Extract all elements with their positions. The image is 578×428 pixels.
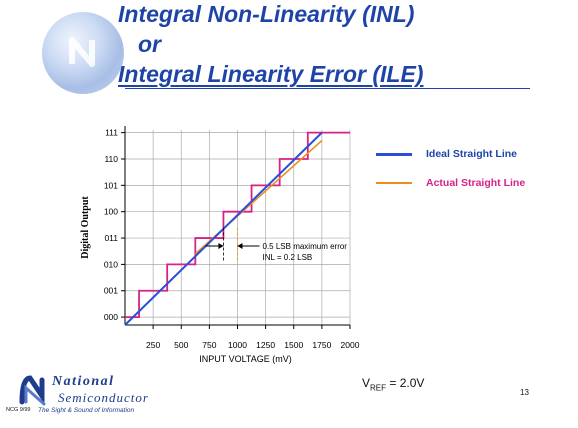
legend-actual: Actual Straight Line (376, 175, 525, 191)
page-number: 13 (520, 388, 529, 397)
title-line-3: Integral Linearity Error (ILE) (118, 61, 424, 87)
x-tick-label-7: 2000 (341, 340, 360, 350)
y-tick-label-5: 101 (104, 180, 118, 190)
vref-sub: REF (370, 383, 387, 393)
x-tick-label-0: 250 (146, 340, 160, 350)
x-axis-label: INPUT VOLTAGE (mV) (199, 354, 292, 364)
annotation-line-2: INL = 0.2 LSB (263, 253, 313, 262)
vref-value: = 2.0V (386, 376, 425, 390)
x-tick-label-4: 1250 (256, 340, 275, 350)
y-tick-label-3: 011 (104, 233, 118, 243)
error-arrow-right-head (237, 242, 243, 249)
national-semiconductor-logo-icon (19, 375, 46, 406)
x-tick-label-3: 1000 (228, 340, 247, 350)
legend-actual-label: Actual Straight Line (426, 177, 526, 189)
ns-watermark-icon (69, 37, 95, 67)
title-line-2: or (138, 31, 161, 57)
x-tick-label-1: 500 (174, 340, 188, 350)
legend-actual-swatch (376, 182, 412, 184)
legend-ideal: Ideal Straight Line (376, 146, 517, 162)
error-arrow-left-head (218, 242, 224, 249)
annotation-line-1: 0.5 LSB maximum error (263, 242, 348, 251)
x-tick-label-6: 1750 (312, 340, 331, 350)
title-line-1: Integral Non-Linearity (INL) (118, 1, 415, 27)
legend-ideal-swatch (376, 152, 412, 156)
x-tick-label-2: 750 (202, 340, 216, 350)
x-tick-label-5: 1500 (284, 340, 303, 350)
y-axis-label: Digital Output (80, 196, 91, 259)
vref-v: V (362, 376, 371, 390)
footer-code: NCG 9/99 (6, 407, 31, 413)
footer-tagline: The Sight & Sound of Information (38, 407, 135, 414)
y-tick-label-2: 010 (104, 259, 118, 269)
y-tick-label-6: 110 (104, 154, 118, 164)
brand-name-line2: Semiconductor (58, 390, 149, 405)
title-underline-rule (125, 88, 530, 89)
y-tick-label-0: 000 (104, 312, 118, 322)
legend-ideal-label: Ideal Straight Line (426, 148, 518, 160)
y-tick-label-1: 001 (104, 286, 118, 296)
y-tick-label-7: 111 (105, 128, 118, 138)
vref-label: VREF = 2.0V (362, 376, 424, 392)
y-tick-label-4: 100 (104, 207, 118, 217)
brand-name-line1: National (52, 374, 115, 389)
